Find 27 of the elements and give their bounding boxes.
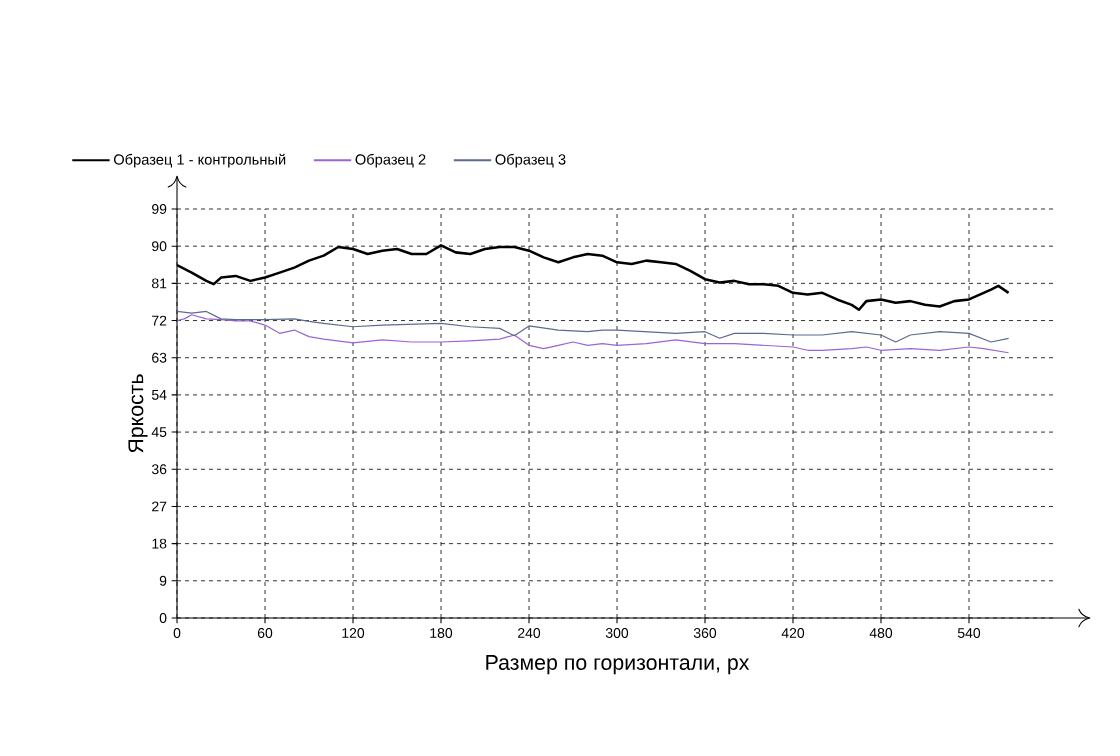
y-tick-label: 0: [159, 613, 167, 623]
y-tick-label: 54: [151, 390, 167, 400]
x-tick-label: 0: [173, 628, 181, 638]
x-axis-title: Размер по горизонтали, px: [486, 655, 750, 675]
x-tick-label: 240: [518, 628, 541, 638]
y-tick-label: 81: [152, 278, 167, 289]
x-tick-label: 120: [342, 628, 365, 638]
legend-label: Образец 1 - контрольный: [113, 153, 286, 168]
x-tick-label: 420: [781, 628, 805, 638]
y-tick-label: 99: [152, 204, 167, 214]
y-tick-label: 63: [152, 352, 167, 363]
y-tick-label: 45: [151, 427, 167, 437]
legend-label: Образец 2: [355, 153, 426, 168]
x-tick-label: 180: [430, 628, 453, 638]
x-tick-label: 480: [869, 628, 893, 638]
x-tick-label: 60: [257, 628, 273, 638]
y-tick-label: 9: [159, 575, 167, 586]
y-axis-title: Яркость: [128, 374, 148, 453]
x-tick-label: 360: [693, 628, 717, 638]
x-tick-label: 300: [605, 628, 629, 638]
y-tick-label: 27: [152, 501, 167, 512]
legend-label: Образец 3: [495, 153, 566, 168]
x-tick-label: 540: [957, 628, 981, 638]
y-tick-label: 90: [152, 241, 167, 252]
y-tick-label: 72: [152, 315, 167, 326]
y-tick-label: 18: [152, 538, 167, 549]
y-tick-label: 36: [151, 464, 167, 475]
